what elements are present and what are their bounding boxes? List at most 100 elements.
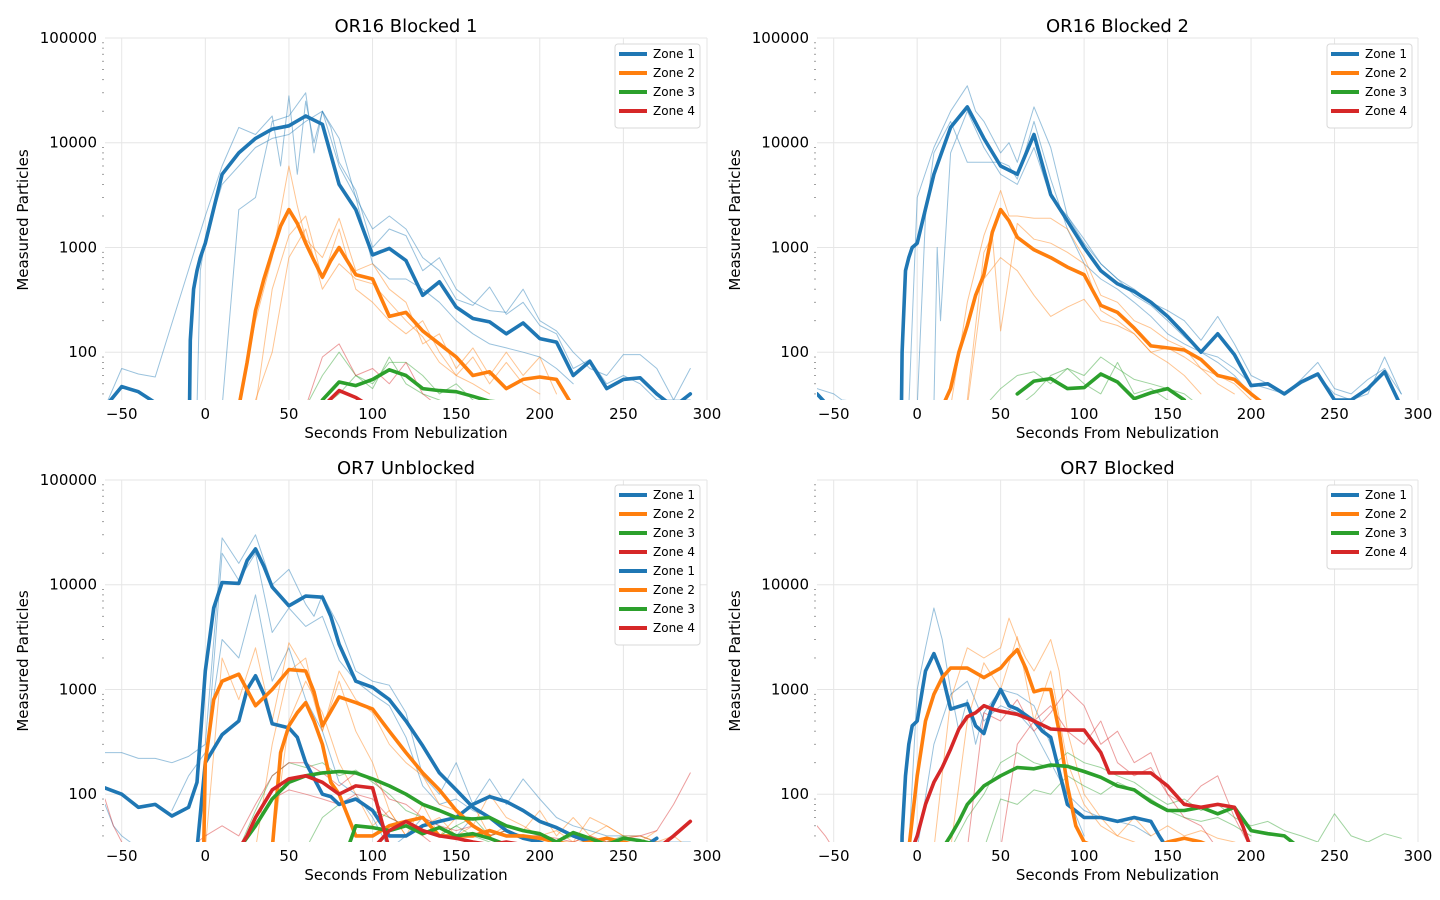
chart-panel-4: 100 1000 10000 −50 0 50 100 150 200 250 300 OR7 Blo… — [726, 458, 1432, 884]
legend-label: Zone 4 — [653, 621, 695, 635]
zone-1-trace-line — [105, 803, 131, 842]
legend-label: Zone 4 — [653, 545, 695, 559]
x-tick-label: 100 — [358, 847, 387, 865]
chart-panel-3: 100 1000 10000 100000 −50 0 50 100 150 200 250 300 O… — [14, 458, 721, 884]
x-tick-label: 0 — [201, 405, 211, 423]
zone-4-mean-line — [241, 773, 390, 842]
zone-4-mean-line — [376, 819, 693, 842]
zone-2-trace-line — [255, 215, 541, 400]
legend-label: Zone 1 — [1365, 488, 1407, 502]
x-tick-label: 300 — [693, 405, 722, 423]
legend-label: Zone 4 — [653, 104, 695, 118]
x-axis-label: Seconds From Nebulization — [1016, 866, 1219, 884]
chart-panel-2: 100 1000 10000 100000 −50 0 50 100 150 200 250 300 O… — [726, 16, 1433, 442]
legend-label: Zone 1 — [653, 564, 695, 578]
legend-label: Zone 4 — [1365, 104, 1407, 118]
zone-1-trace-line — [222, 92, 691, 400]
zone-2-mean-line — [271, 700, 631, 842]
legend-label: Zone 2 — [653, 507, 695, 521]
zone-3-mean-line — [320, 367, 496, 400]
x-tick-label: 250 — [609, 405, 638, 423]
x-tick-label: 50 — [991, 847, 1010, 865]
zone-4-mean-line — [912, 703, 1251, 842]
x-tick-label: 100 — [1070, 847, 1099, 865]
x-tick-label: 150 — [442, 847, 471, 865]
y-tick-label: 1000 — [771, 238, 809, 256]
zone-3-trace-line — [308, 351, 475, 400]
x-tick-label: 50 — [991, 405, 1010, 423]
x-tick-label: 250 — [609, 847, 638, 865]
x-tick-label: 100 — [358, 405, 387, 423]
legend-box — [614, 43, 701, 129]
x-tick-label: 150 — [1153, 405, 1182, 423]
zone-1-trace-line — [196, 110, 574, 400]
plot-area — [105, 534, 693, 842]
y-tick-label: 100000 — [40, 471, 97, 489]
zone-2-mean-line — [202, 667, 492, 842]
x-tick-label: −50 — [818, 847, 850, 865]
y-tick-label: 10000 — [761, 134, 809, 152]
zone-4-trace-line — [817, 825, 830, 842]
legend-box — [1326, 43, 1413, 129]
zone-3-mean-line — [348, 823, 505, 842]
zone-1-trace-line — [908, 607, 1152, 842]
y-tick-label: 100 — [68, 785, 97, 803]
x-tick-label: 300 — [693, 847, 722, 865]
y-tick-label: 100 — [780, 343, 809, 361]
x-tick-label: 150 — [1153, 847, 1182, 865]
y-tick-label: 100000 — [752, 29, 809, 47]
x-tick-label: −50 — [106, 405, 138, 423]
legend-label: Zone 3 — [1365, 85, 1407, 99]
zone-1-trace-line — [171, 594, 541, 842]
zone-2-trace-line — [255, 228, 491, 400]
y-tick-label: 1000 — [59, 238, 97, 256]
y-tick-label: 10000 — [49, 576, 97, 594]
zone-2-trace-line — [239, 165, 557, 400]
zone-1-trace-line — [817, 85, 1402, 400]
legend-label: Zone 2 — [653, 66, 695, 80]
legend-label: Zone 3 — [653, 602, 695, 616]
x-tick-label: 0 — [912, 405, 922, 423]
zone-1-trace-line — [917, 120, 1402, 400]
x-tick-label: 250 — [1320, 847, 1349, 865]
y-tick-label: 100000 — [40, 29, 97, 47]
legend-label: Zone 1 — [653, 488, 695, 502]
zone-4-trace-line — [105, 798, 123, 842]
legend-label: Zone 3 — [653, 526, 695, 540]
zone-2-trace-line — [951, 636, 1136, 842]
x-tick-label: 200 — [525, 405, 554, 423]
x-tick-label: −50 — [818, 405, 850, 423]
y-axis-label: Measured Particles — [14, 149, 32, 290]
zone-4-mean-line — [326, 388, 364, 400]
x-tick-label: 200 — [1237, 405, 1266, 423]
zone-1-mean-line — [105, 547, 659, 842]
zone-3-trace-line — [985, 775, 1252, 842]
y-tick-label: 10000 — [49, 134, 97, 152]
legend-label: Zone 1 — [1365, 47, 1407, 61]
y-axis-label: Measured Particles — [726, 590, 744, 731]
plot-area — [817, 607, 1402, 842]
x-tick-label: 300 — [1404, 405, 1433, 423]
x-tick-label: 200 — [1237, 847, 1266, 865]
x-tick-label: 0 — [201, 847, 211, 865]
zone-1-mean-line — [817, 105, 1400, 400]
zone-4-trace-line — [1001, 705, 1214, 842]
x-tick-label: 50 — [279, 405, 298, 423]
legend: Zone 1 Zone 2 Zone 3 Zone 4 — [614, 43, 701, 129]
legend-box — [1326, 484, 1413, 570]
x-tick-label: 100 — [1070, 405, 1099, 423]
chart-title: OR16 Blocked 2 — [1046, 16, 1189, 37]
x-tick-label: 200 — [525, 847, 554, 865]
x-axis-label: Seconds From Nebulization — [1016, 424, 1219, 442]
legend-label: Zone 1 — [653, 47, 695, 61]
y-tick-label: 100 — [68, 343, 97, 361]
zone-2-mean-line — [943, 207, 1262, 400]
chart-panel-1: 100 1000 10000 100000 −50 0 50 100 150 200 250 300 O… — [14, 16, 722, 442]
zone-2-trace-line — [967, 257, 1202, 400]
chart-title: OR7 Unblocked — [337, 458, 475, 479]
legend: Zone 1 Zone 2 Zone 3 Zone 4 — [1326, 484, 1413, 570]
zone-2-mean-line — [238, 207, 572, 400]
zone-1-mean-line — [195, 673, 602, 842]
x-tick-label: 150 — [442, 405, 471, 423]
